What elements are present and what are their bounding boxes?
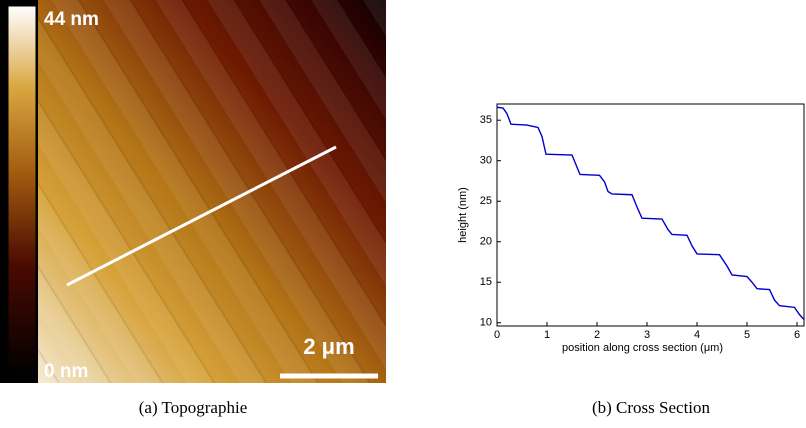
x-axis-label: position along cross section (μm) (562, 342, 723, 354)
y-axis-label: height (nm) (457, 187, 469, 243)
colorbar-max-label: 44 nm (44, 9, 99, 30)
caption: (a) Topographie (139, 398, 247, 417)
y-tick-label: 35 (480, 114, 492, 126)
scale-bar-label: 2 μm (303, 334, 354, 359)
cross-section-chart (496, 103, 805, 327)
y-tick-label: 15 (480, 276, 492, 288)
x-tick-label: 5 (744, 329, 750, 341)
topography-image: 44 nm 0 nm 2 μm (0, 0, 386, 383)
x-tick-label: 2 (594, 329, 600, 341)
caption: (b) Cross Section (592, 398, 711, 417)
y-tick-label: 30 (480, 155, 492, 167)
x-tick-label: 1 (544, 329, 550, 341)
x-tick-label: 4 (694, 329, 700, 341)
y-tick-label: 20 (480, 236, 492, 248)
y-tick-label: 10 (480, 317, 492, 329)
x-tick-label: 6 (794, 329, 800, 341)
colorbar-min-label: 0 nm (44, 361, 88, 382)
y-tick-label: 25 (480, 195, 492, 207)
x-tick-label: 3 (644, 329, 650, 341)
x-tick-label: 0 (494, 329, 500, 341)
data-line (497, 106, 804, 320)
